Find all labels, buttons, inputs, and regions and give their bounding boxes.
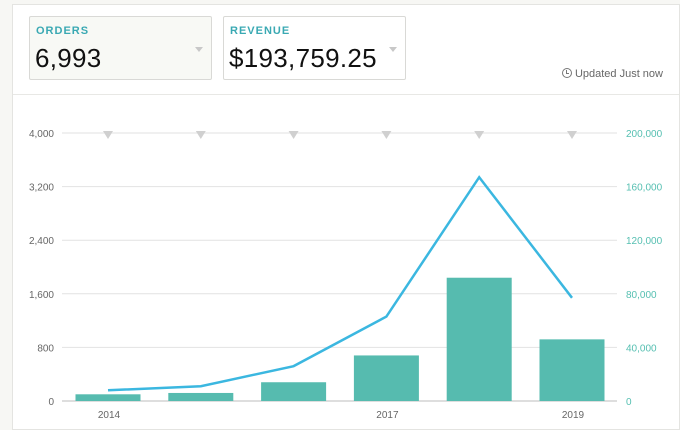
y-right-tick-label: 0 bbox=[626, 397, 632, 408]
y-left-tick-label: 1,600 bbox=[29, 290, 54, 301]
clock-icon bbox=[561, 68, 572, 78]
revenue-metric-tile[interactable]: REVENUE $193,759.25 bbox=[223, 16, 406, 80]
orders-value: 6,993 bbox=[35, 43, 102, 73]
annotation-marker-icon bbox=[567, 131, 577, 139]
annotation-marker-icon bbox=[103, 131, 113, 139]
orders-label: ORDERS bbox=[36, 25, 90, 37]
annotation-marker-icon bbox=[288, 131, 299, 139]
y-right-tick-label: 120,000 bbox=[626, 236, 663, 247]
bar bbox=[75, 394, 141, 401]
x-tick-label: 2019 bbox=[562, 410, 585, 421]
annotation-marker-icon bbox=[474, 131, 485, 139]
bar bbox=[261, 382, 327, 401]
orders-metric-tile[interactable]: ORDERS 6,993 bbox=[29, 16, 212, 80]
bar bbox=[353, 355, 419, 401]
chevron-down-icon[interactable] bbox=[195, 47, 203, 52]
revenue-value: $193,759.25 bbox=[229, 43, 377, 73]
x-tick-label: 2017 bbox=[376, 410, 399, 421]
bar bbox=[539, 339, 605, 401]
y-left-tick-label: 0 bbox=[48, 397, 54, 408]
y-right-tick-label: 80,000 bbox=[626, 290, 657, 301]
x-tick-label: 2014 bbox=[98, 410, 121, 421]
y-right-tick-label: 160,000 bbox=[626, 183, 663, 194]
y-left-tick-label: 3,200 bbox=[29, 183, 54, 194]
y-left-tick-label: 2,400 bbox=[29, 236, 54, 247]
updated-status: Updated Just now bbox=[561, 67, 663, 80]
annotation-marker-icon bbox=[195, 131, 206, 139]
y-right-tick-label: 40,000 bbox=[626, 343, 657, 354]
y-left-tick-label: 4,000 bbox=[29, 129, 54, 140]
revenue-label: REVENUE bbox=[230, 25, 291, 37]
annotation-marker-icon bbox=[381, 131, 392, 139]
chevron-down-icon[interactable] bbox=[389, 47, 397, 52]
updated-text: Updated Just now bbox=[574, 68, 663, 80]
dashboard-card: ORDERS 6,993 REVENUE $193,759.25 Updated… bbox=[12, 4, 680, 430]
y-left-tick-label: 800 bbox=[37, 343, 54, 354]
bar bbox=[446, 277, 512, 401]
revenue-line bbox=[107, 175, 573, 392]
y-right-tick-label: 200,000 bbox=[626, 129, 663, 140]
metrics-header: ORDERS 6,993 REVENUE $193,759.25 Updated… bbox=[13, 5, 679, 95]
bar bbox=[168, 392, 234, 401]
